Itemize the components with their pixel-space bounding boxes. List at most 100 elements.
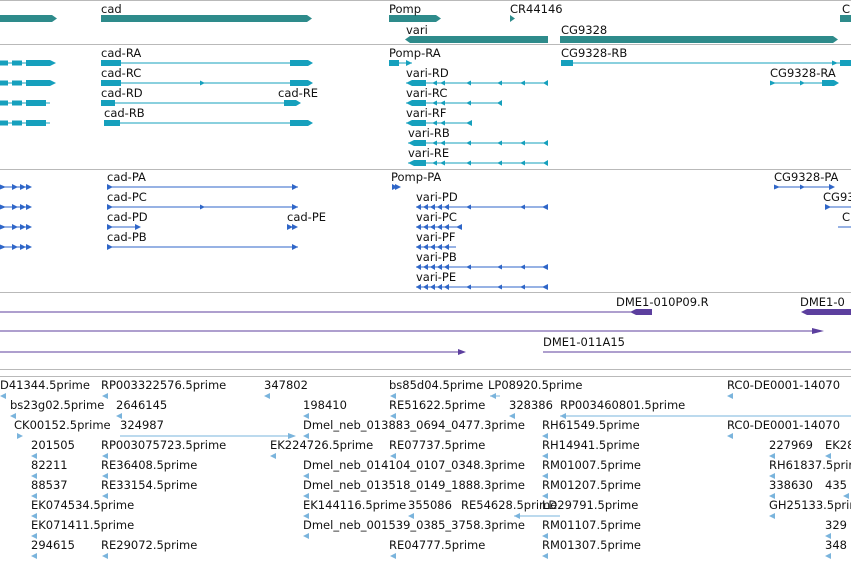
est-feature[interactable] (264, 393, 270, 399)
est-feature[interactable] (542, 493, 548, 499)
clone-label[interactable]: DME1-0 (800, 295, 845, 309)
est-feature[interactable] (560, 413, 851, 419)
protein-feature[interactable] (392, 184, 401, 190)
est-feature[interactable] (31, 533, 37, 539)
protein-label[interactable]: vari-PB (416, 250, 457, 264)
clone-feature[interactable] (0, 328, 824, 334)
est-label[interactable]: CK00152.5prime (14, 418, 111, 432)
transcript-feature[interactable] (408, 160, 548, 166)
protein-label[interactable]: CG9328-PA (774, 170, 839, 184)
transcript-feature[interactable] (408, 140, 548, 146)
est-feature[interactable] (31, 473, 37, 479)
transcript-label[interactable]: cad-RA (101, 46, 141, 60)
est-feature[interactable] (843, 493, 849, 499)
est-label[interactable]: EK071411.5prime (31, 518, 134, 532)
gene-span-feature[interactable] (405, 36, 548, 43)
transcript-label[interactable]: cad-RC (101, 66, 141, 80)
est-label[interactable]: RE54628.5prime (461, 498, 557, 512)
est-label[interactable]: RM01207.5prime (542, 478, 641, 492)
protein-label[interactable]: vari-PD (416, 190, 458, 204)
protein-label[interactable]: cad-PD (107, 210, 148, 224)
transcript-feature[interactable] (770, 80, 839, 86)
protein-feature[interactable] (0, 244, 32, 250)
est-label[interactable]: EK28 (825, 438, 851, 452)
protein-label[interactable]: cad-PA (107, 170, 146, 184)
transcript-label[interactable]: CG9328-RB (561, 46, 627, 60)
est-feature[interactable] (10, 413, 16, 419)
clone-feature[interactable] (801, 309, 851, 315)
gene-span-feature[interactable] (101, 15, 312, 22)
est-feature[interactable] (31, 513, 37, 519)
protein-label[interactable]: cad-PB (107, 230, 147, 244)
est-label[interactable]: RE36408.5prime (101, 458, 197, 472)
est-label[interactable]: Dmel_neb_014104_0107_0348.3prime (303, 458, 525, 472)
protein-label[interactable]: vari-PF (416, 230, 455, 244)
est-label[interactable]: LP08920.5prime (488, 378, 582, 392)
est-label[interactable]: Dmel_neb_013518_0149_1888.3prime (303, 478, 525, 492)
est-label[interactable]: EK074534.5prime (31, 498, 134, 512)
est-label[interactable]: 328386 (509, 398, 553, 412)
est-feature[interactable] (303, 473, 309, 479)
protein-feature[interactable] (107, 244, 298, 250)
est-feature[interactable] (390, 553, 396, 559)
protein-feature[interactable] (107, 184, 298, 190)
est-label[interactable]: RE33154.5prime (101, 478, 197, 492)
est-feature[interactable] (542, 453, 548, 459)
transcript-feature[interactable] (0, 60, 56, 66)
gene-span-feature[interactable] (0, 15, 57, 22)
est-feature[interactable] (769, 473, 775, 479)
est-feature[interactable] (542, 473, 548, 479)
est-feature[interactable] (542, 553, 548, 559)
est-label[interactable]: 348 (825, 538, 847, 552)
est-label[interactable]: RP003322576.5prime (101, 378, 226, 392)
est-feature[interactable] (0, 393, 6, 399)
est-feature[interactable] (727, 433, 733, 439)
est-feature[interactable] (17, 433, 23, 439)
transcript-label[interactable]: cad-RE (278, 86, 318, 100)
est-label[interactable]: RM01307.5prime (542, 538, 641, 552)
est-feature[interactable] (102, 493, 108, 499)
transcript-label[interactable]: cad-RB (104, 106, 145, 120)
est-label[interactable]: Dmel_neb_001539_0385_3758.3prime (303, 518, 525, 532)
gene-span-feature[interactable] (560, 36, 838, 43)
clone-label[interactable]: DME1-011A15 (543, 335, 625, 349)
est-label[interactable]: 198410 (303, 398, 347, 412)
est-feature[interactable] (102, 453, 108, 459)
est-feature[interactable] (509, 413, 515, 419)
est-feature[interactable] (542, 433, 548, 439)
transcript-feature[interactable] (104, 120, 313, 126)
est-label[interactable]: RP003075723.5prime (101, 438, 226, 452)
protein-label[interactable]: C (842, 210, 850, 224)
est-label[interactable]: bs23g02.5prime (10, 398, 104, 412)
transcript-feature[interactable] (389, 60, 412, 66)
est-feature[interactable] (825, 553, 831, 559)
gene-label-cr44146[interactable]: CR44146 (510, 2, 563, 16)
est-label[interactable]: 88537 (31, 478, 68, 492)
est-feature[interactable] (303, 493, 309, 499)
est-feature[interactable] (769, 453, 775, 459)
protein-feature[interactable] (416, 264, 548, 270)
est-label[interactable]: D41344.5prime (0, 378, 90, 392)
est-feature[interactable] (303, 513, 309, 519)
est-label[interactable]: RP003460801.5prime (560, 398, 685, 412)
est-label[interactable]: RC0-DE0001-14070 (727, 378, 840, 392)
est-label[interactable]: RM01007.5prime (542, 458, 641, 472)
clone-label[interactable]: DME1-010P09.R (616, 295, 709, 309)
est-label[interactable]: 329 (825, 518, 847, 532)
est-feature[interactable] (102, 473, 108, 479)
transcript-label[interactable]: CG9328-RA (770, 66, 836, 80)
est-label[interactable]: 2646145 (116, 398, 167, 412)
est-label[interactable]: 355086 (408, 498, 452, 512)
transcript-feature[interactable] (561, 60, 851, 66)
est-feature[interactable] (825, 533, 831, 539)
est-feature[interactable] (31, 493, 37, 499)
est-feature[interactable] (727, 393, 733, 399)
protein-label[interactable]: CG93 (823, 190, 851, 204)
protein-label[interactable]: vari-PC (416, 210, 457, 224)
est-feature[interactable] (303, 433, 309, 439)
protein-feature[interactable] (416, 284, 548, 290)
est-label[interactable]: 227969 (769, 438, 813, 452)
est-feature[interactable] (303, 533, 309, 539)
protein-feature[interactable] (774, 184, 835, 190)
est-feature[interactable] (102, 553, 108, 559)
